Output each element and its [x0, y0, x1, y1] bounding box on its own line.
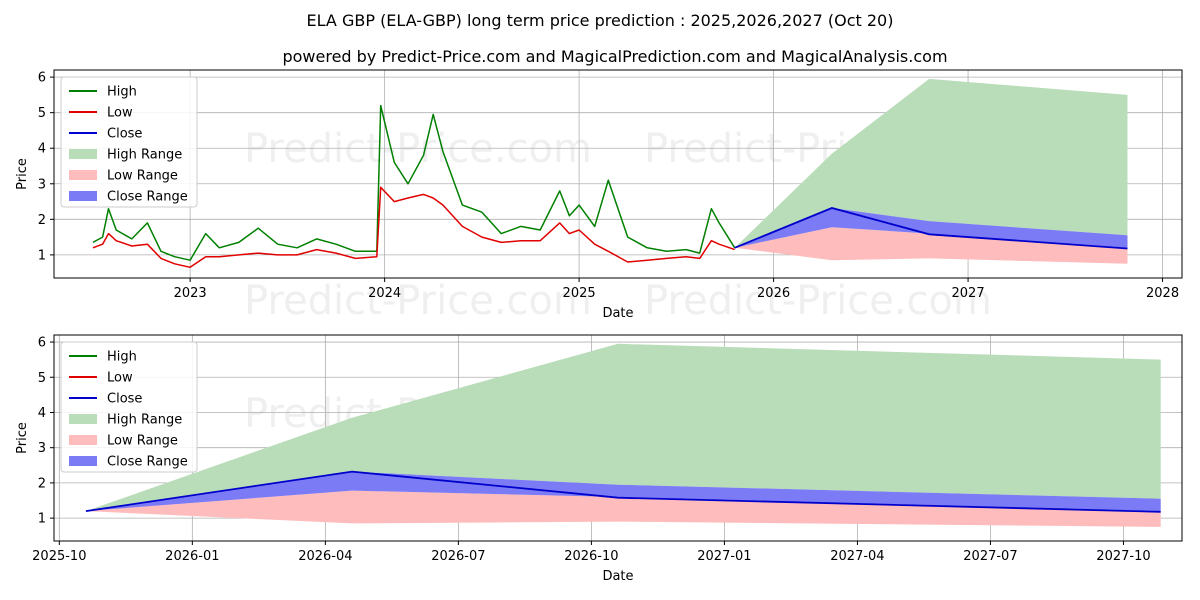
x-tick-label: 2026-01 [165, 549, 219, 564]
legend-swatch-low-range [69, 435, 97, 445]
high-range-band [85, 343, 1161, 512]
y-tick-label: 1 [38, 248, 46, 263]
legend-label-low-range: Low Range [107, 434, 178, 449]
bottom-panel: Predict-Price.comPredict-Price.com2025-1… [15, 334, 1183, 584]
close-series-line [85, 470, 1161, 513]
legend-label-high-range: High Range [107, 148, 182, 163]
y-tick-label: 4 [38, 142, 46, 157]
legend-swatch-high-range [69, 149, 97, 159]
legend-label-high-range: High Range [107, 413, 182, 428]
low-range-band [734, 227, 1128, 264]
high-series-line [92, 104, 736, 261]
y-tick-label: 6 [38, 336, 46, 351]
legend-label-close-range: Close Range [107, 190, 188, 205]
top-panel: Predict-Price.com Predict-Price.comPredic… [15, 69, 1183, 324]
x-tick-label: 2027 [952, 286, 985, 301]
y-tick-label: 2 [38, 213, 46, 228]
x-tick-label: 2027-07 [963, 549, 1017, 564]
x-tick-label: 2025-10 [32, 549, 86, 564]
close-range-band [85, 471, 1161, 512]
close-series-line [734, 207, 1128, 250]
legend-swatch-close-range [69, 456, 97, 466]
legend-swatch-high-range [69, 414, 97, 424]
legend-swatch-close-range [69, 191, 97, 201]
x-tick-label: 2028 [1146, 286, 1179, 301]
legend-label-low: Low [107, 371, 133, 386]
legend-label-close: Close [107, 127, 142, 142]
chart-title: ELA GBP (ELA-GBP) long term price predic… [307, 11, 894, 30]
legend-label-close: Close [107, 392, 142, 407]
x-tick-label: 2026 [757, 286, 790, 301]
y-axis-label: Price [15, 158, 30, 190]
y-tick-label: 5 [38, 106, 46, 121]
plot-frame [53, 334, 1183, 542]
close-range-band [734, 208, 1128, 248]
legend-label-low: Low [107, 106, 133, 121]
x-tick-label: 2024 [368, 286, 401, 301]
watermark: Predict-Price.com [244, 278, 592, 324]
x-axis-label: Date [602, 306, 633, 321]
y-axis-label: Price [15, 422, 30, 454]
legend-label-high: High [107, 85, 137, 100]
x-tick-label: 2026-07 [431, 549, 485, 564]
x-tick-label: 2027-10 [1096, 549, 1150, 564]
legend-label-close-range: Close Range [107, 455, 188, 470]
x-axis-label: Date [602, 569, 633, 584]
legend-label-low-range: Low Range [107, 169, 178, 184]
x-tick-label: 2023 [174, 286, 207, 301]
plot-frame [53, 69, 1183, 279]
y-tick-label: 2 [38, 476, 46, 491]
y-tick-label: 1 [38, 512, 46, 527]
legend-label-high: High [107, 350, 137, 365]
y-tick-label: 3 [38, 177, 46, 192]
y-tick-label: 5 [38, 371, 46, 386]
high-range-band [734, 78, 1128, 248]
y-tick-label: 6 [38, 71, 46, 86]
y-tick-label: 3 [38, 441, 46, 456]
low-series-line [92, 186, 735, 269]
watermark: Predict-Price.com [644, 278, 992, 324]
x-tick-label: 2027-04 [830, 549, 884, 564]
x-tick-label: 2026-04 [298, 549, 352, 564]
x-tick-label: 2026-10 [564, 549, 618, 564]
low-range-band [85, 490, 1161, 527]
chart-subtitle: powered by Predict-Price.com and Magical… [282, 47, 947, 66]
legend-swatch-low-range [69, 170, 97, 180]
y-tick-label: 4 [38, 406, 46, 421]
x-tick-label: 2027-01 [697, 549, 751, 564]
x-tick-label: 2025 [563, 286, 596, 301]
